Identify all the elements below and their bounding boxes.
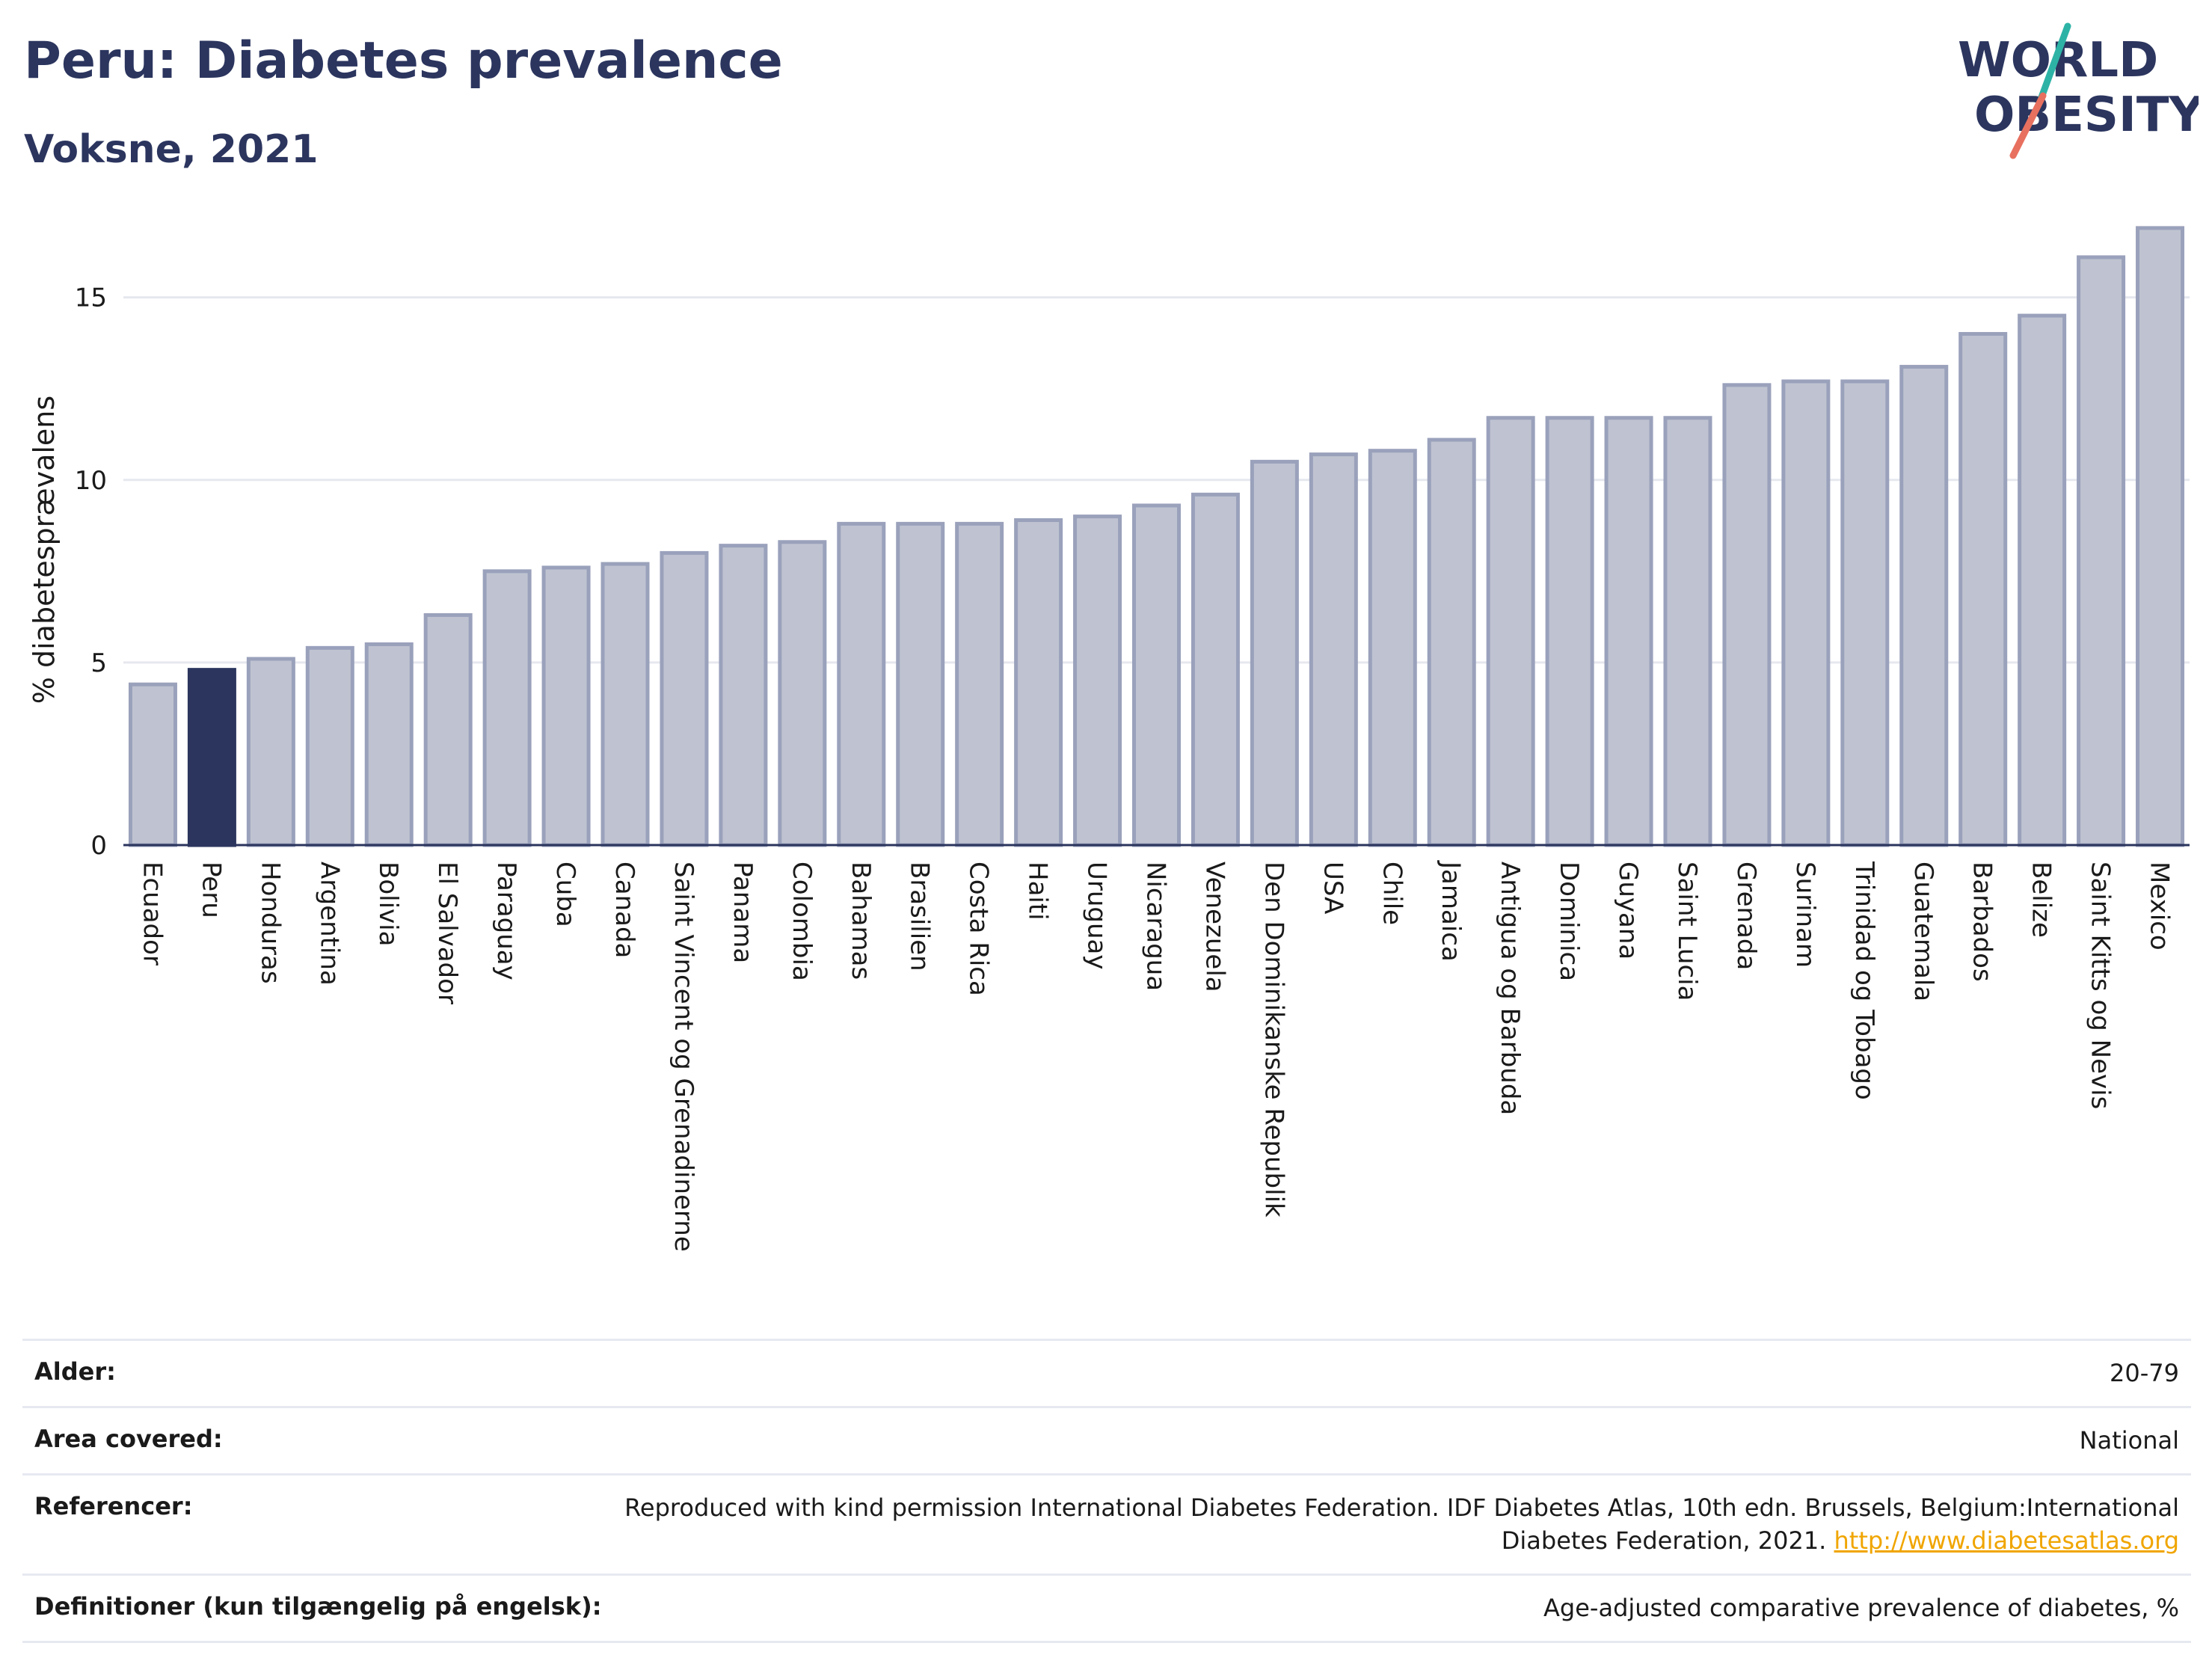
x-tick-label: Uruguay (1082, 862, 1112, 970)
x-tick-label: Bolivia (373, 862, 403, 946)
bar (1604, 416, 1653, 847)
x-tick-label: Belize (2027, 862, 2056, 938)
y-tick-label: 5 (90, 648, 107, 678)
x-tick-label: Canada (609, 862, 639, 958)
bar (778, 540, 827, 847)
meta-row-age: Alder: 20-79 (22, 1339, 2191, 1406)
metadata-table: Alder: 20-79 Area covered: National Refe… (22, 1339, 2191, 1643)
meta-label-age: Alder: (34, 1357, 116, 1386)
bar (1368, 449, 1417, 847)
page-subtitle: Voksne, 2021 (24, 127, 319, 172)
x-tick-label: Ecuador (137, 862, 167, 965)
x-tick-label: Guatemala (1908, 862, 1938, 1001)
bar (2018, 313, 2067, 847)
bar-highlight (187, 668, 236, 847)
x-tick-label: Den Dominikanske Republik (1259, 862, 1288, 1218)
y-axis-label: % diabetesprævalens (28, 396, 61, 704)
bar (1722, 383, 1772, 847)
bar (1545, 416, 1594, 847)
x-tick-label: Brasilien (905, 862, 935, 971)
bar (2136, 226, 2185, 847)
meta-value-area: National (2079, 1426, 2179, 1455)
bar (1073, 515, 1122, 847)
meta-value-age: 20-79 (2110, 1359, 2179, 1387)
x-tick-label: Bahamas (846, 862, 876, 980)
x-tick-label: Surinam (1790, 862, 1820, 968)
x-tick-label: Grenada (1731, 862, 1761, 970)
x-tick-label: Mexico (2145, 862, 2175, 951)
y-tick-label: 15 (75, 283, 107, 313)
bar (719, 544, 768, 847)
x-tick-label: Costa Rica (964, 862, 994, 996)
x-tick-label: Saint Vincent og Grenadinerne (669, 862, 698, 1252)
reference-text: Reproduced with kind permission Internat… (624, 1493, 2179, 1555)
meta-row-area: Area covered: National (22, 1406, 2191, 1473)
x-tick-label: Venezuela (1199, 862, 1229, 992)
x-tick-label: Trinidad og Tobago (1849, 861, 1879, 1100)
x-tick-label: Haiti (1023, 862, 1053, 921)
bar (1899, 364, 1949, 847)
y-tick-label: 10 (75, 466, 107, 496)
x-tick-label: Honduras (255, 862, 285, 984)
bar (246, 657, 295, 847)
x-tick-label: Jamaica (1436, 860, 1466, 962)
meta-label-area: Area covered: (34, 1425, 223, 1454)
bar (128, 682, 177, 847)
bar (364, 642, 414, 847)
x-tick-label: Saint Lucia (1672, 862, 1702, 1001)
x-tick-label: Saint Kitts og Nevis (2086, 862, 2116, 1109)
bar (660, 550, 709, 847)
bar (2077, 255, 2126, 847)
bar (1250, 459, 1299, 847)
bar (837, 521, 886, 847)
bar-chart: 0 5 10 15 % diabetesprævalens Ecuador Peru Hond… (28, 226, 2190, 1252)
meta-value-references: Reproduced with kind permission Internat… (609, 1492, 2179, 1556)
bar (1132, 503, 1181, 847)
bar (541, 565, 591, 847)
meta-label-definitions: Definitioner (kun tilgængelig på engelsk… (34, 1591, 602, 1621)
x-tick-label: Peru (196, 862, 226, 918)
page-title: Peru: Diabetes prevalence (24, 31, 783, 90)
meta-label-references: Referencer: (34, 1492, 193, 1521)
x-tick-label: Argentina (314, 862, 344, 986)
bar (1014, 518, 1063, 847)
x-tick-label: Cuba (550, 862, 580, 927)
x-tick-label: El Salvador (432, 862, 462, 1004)
x-tick-label: Guyana (1613, 862, 1643, 959)
x-tick-label: Barbados (1967, 862, 1997, 982)
x-tick-label: Chile (1377, 862, 1407, 925)
meta-row-definitions: Definitioner (kun tilgængelig på engelsk… (22, 1573, 2191, 1643)
bar (423, 612, 473, 847)
bar (482, 569, 532, 847)
bar (600, 562, 650, 847)
bar (1486, 416, 1535, 847)
x-tick-label: Dominica (1554, 862, 1584, 981)
x-tick-label: USA (1318, 862, 1348, 914)
reference-link[interactable]: http://www.diabetesatlas.org (1834, 1526, 2179, 1555)
x-tick-label: Antigua og Barbuda (1495, 862, 1525, 1115)
logo-slash-teal (2038, 22, 2071, 101)
x-tick-label: Panama (728, 862, 758, 963)
x-tick-label: Paraguay (491, 862, 521, 980)
bar (1191, 492, 1240, 847)
bar (1781, 379, 1831, 847)
meta-row-references: Referencer: Reproduced with kind permiss… (22, 1473, 2191, 1573)
x-tick-label: Nicaragua (1141, 862, 1171, 991)
logo-line-2: OBESITY (1974, 87, 2199, 143)
bar (1663, 416, 1712, 847)
bar (1427, 437, 1476, 847)
bar (1309, 452, 1358, 847)
x-tick-label: Colombia (787, 862, 817, 981)
bar (1840, 379, 1890, 847)
meta-value-definitions: Age-adjusted comparative prevalence of d… (1543, 1593, 2179, 1622)
bar (955, 521, 1004, 847)
bar (896, 521, 945, 847)
world-obesity-logo: WORLD OBESITY (1958, 22, 2199, 159)
bar (305, 645, 354, 847)
bar (1958, 331, 2008, 847)
logo-slash-coral (2009, 92, 2047, 159)
y-tick-label: 0 (90, 831, 107, 861)
